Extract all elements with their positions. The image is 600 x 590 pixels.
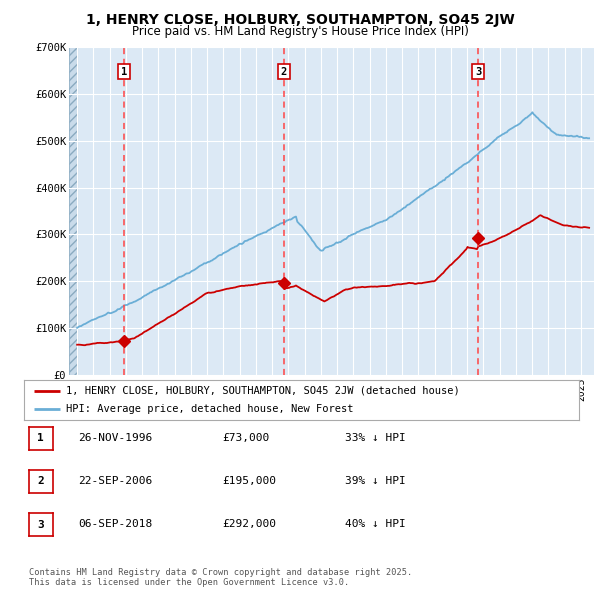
Bar	[69, 47, 77, 375]
Text: £195,000: £195,000	[222, 476, 276, 486]
Text: 1: 1	[37, 434, 44, 443]
Text: Price paid vs. HM Land Registry's House Price Index (HPI): Price paid vs. HM Land Registry's House …	[131, 25, 469, 38]
Text: 2: 2	[37, 477, 44, 486]
Text: 33% ↓ HPI: 33% ↓ HPI	[345, 433, 406, 442]
Text: 39% ↓ HPI: 39% ↓ HPI	[345, 476, 406, 486]
Text: 1, HENRY CLOSE, HOLBURY, SOUTHAMPTON, SO45 2JW (detached house): 1, HENRY CLOSE, HOLBURY, SOUTHAMPTON, SO…	[65, 386, 460, 396]
Text: Contains HM Land Registry data © Crown copyright and database right 2025.
This d: Contains HM Land Registry data © Crown c…	[29, 568, 412, 587]
Text: 2: 2	[281, 67, 287, 77]
Text: £292,000: £292,000	[222, 519, 276, 529]
Text: 06-SEP-2018: 06-SEP-2018	[78, 519, 152, 529]
Text: HPI: Average price, detached house, New Forest: HPI: Average price, detached house, New …	[65, 404, 353, 414]
Bar	[69, 47, 77, 375]
Text: 40% ↓ HPI: 40% ↓ HPI	[345, 519, 406, 529]
Text: 1: 1	[121, 67, 127, 77]
Text: 26-NOV-1996: 26-NOV-1996	[78, 433, 152, 442]
Text: £73,000: £73,000	[222, 433, 269, 442]
Text: 3: 3	[475, 67, 481, 77]
Text: 1, HENRY CLOSE, HOLBURY, SOUTHAMPTON, SO45 2JW: 1, HENRY CLOSE, HOLBURY, SOUTHAMPTON, SO…	[86, 13, 514, 27]
Text: 3: 3	[37, 520, 44, 529]
Text: 22-SEP-2006: 22-SEP-2006	[78, 476, 152, 486]
